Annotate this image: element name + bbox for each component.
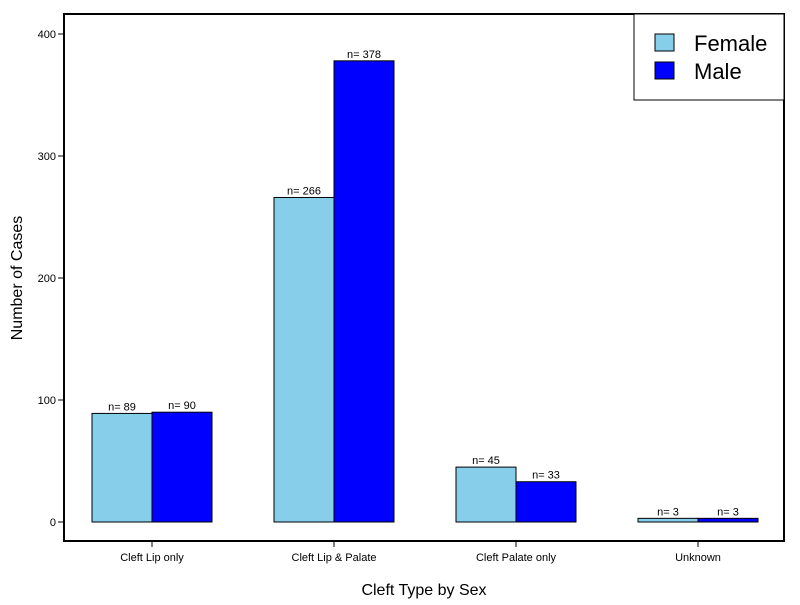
- data-label: n= 33: [532, 470, 560, 482]
- y-axis-title: Number of Cases: [9, 216, 26, 341]
- x-tick-label: Cleft Lip only: [120, 552, 184, 564]
- y-tick-label: 100: [38, 395, 56, 407]
- x-tick-label: Cleft Palate only: [476, 552, 557, 564]
- data-label: n= 266: [287, 185, 321, 197]
- legend-swatch-male: [654, 61, 675, 80]
- data-label: n= 3: [717, 506, 739, 518]
- x-axis: Cleft Lip only Cleft Lip & Palate Cleft Pa…: [120, 541, 721, 564]
- y-tick-label: 0: [50, 517, 56, 529]
- bar-female: [455, 466, 517, 523]
- legend-box: [633, 13, 785, 101]
- bar-male: [333, 60, 395, 523]
- legend-swatch-female: [654, 33, 675, 52]
- data-label: n= 45: [472, 455, 500, 467]
- bar-female: [91, 412, 153, 523]
- data-labels-group: n= 89 n= 266 n= 45 n= 3 n= 90 n= 378 n= 33 n= 3: [108, 49, 739, 519]
- x-tick-label: Cleft Lip & Palate: [292, 552, 377, 564]
- y-tick-label: 300: [38, 151, 56, 163]
- bar-male: [515, 481, 577, 523]
- data-label: n= 90: [168, 400, 196, 412]
- legend-label-male: Male: [694, 59, 742, 84]
- x-axis-title: Cleft Type by Sex: [361, 582, 486, 599]
- legend: Female Male: [633, 13, 785, 101]
- legend-label-female: Female: [694, 31, 767, 56]
- bar-male: [151, 411, 213, 523]
- data-label: n= 89: [108, 401, 136, 413]
- data-label: n= 3: [657, 506, 679, 518]
- data-label: n= 378: [347, 49, 381, 61]
- y-tick-label: 400: [38, 29, 56, 41]
- x-tick-label: Unknown: [675, 552, 721, 564]
- y-axis: 0 100 200 300 400: [38, 29, 64, 529]
- bar-male: [697, 517, 759, 523]
- y-tick-label: 200: [38, 273, 56, 285]
- bar-female: [273, 196, 335, 523]
- bars-group: [91, 60, 759, 523]
- bar-female: [637, 517, 699, 523]
